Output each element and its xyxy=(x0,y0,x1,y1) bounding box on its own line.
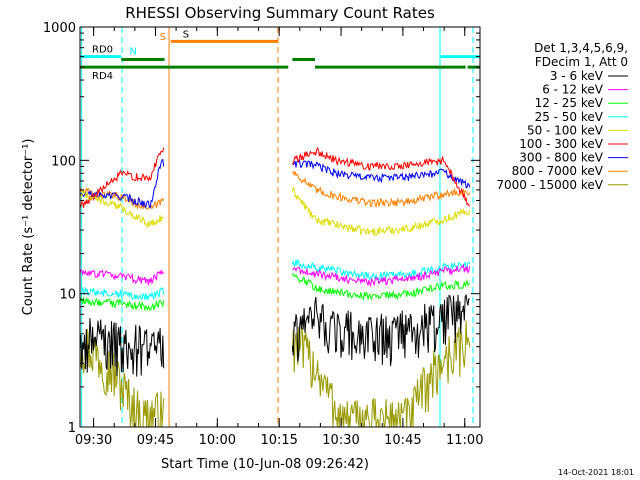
series-trace xyxy=(80,147,165,209)
series-trace xyxy=(291,320,471,427)
series-6-12keV xyxy=(80,263,471,288)
annotation-0: N xyxy=(129,47,136,58)
x-tick-label: 10:30 xyxy=(322,433,359,448)
legend: Det 1,3,4,5,6,9, FDecim 1, Att 0 3 - 6 k… xyxy=(496,41,628,192)
y-tick-label: 1 xyxy=(68,421,76,436)
x-tick-label: 09:45 xyxy=(137,433,174,448)
series-trace xyxy=(291,293,470,366)
series-12-25keV xyxy=(80,272,471,312)
legend-label: 3 - 6 keV xyxy=(550,69,604,83)
state-bar-label: S xyxy=(183,29,189,40)
y-tick-label: 1000 xyxy=(43,21,76,36)
state-bar-label: RD4 xyxy=(92,71,113,82)
x-tick-label: 10:45 xyxy=(384,433,421,448)
annotation-1: S xyxy=(160,32,166,43)
state-bar-label: RD0 xyxy=(92,45,113,56)
legend-label: 7000 - 15000 keV xyxy=(496,178,603,192)
series-trace xyxy=(80,189,165,228)
y-tick-label: 100 xyxy=(51,154,76,169)
series-100-300keV xyxy=(80,146,471,209)
series-trace xyxy=(291,272,471,301)
series-trace xyxy=(80,286,165,301)
series-3-6keV xyxy=(80,293,470,377)
x-tick-label: 11:00 xyxy=(446,433,483,448)
plot-content: RD0 RD4 S N S xyxy=(80,27,480,427)
series-trace xyxy=(292,146,471,207)
x-tick-label: 10:00 xyxy=(199,433,236,448)
x-axis-ticks: 09:30 09:45 10:00 10:15 10:30 10:45 11:00 xyxy=(75,27,483,448)
legend-label: 12 - 25 keV xyxy=(535,96,604,110)
legend-label: 800 - 7000 keV xyxy=(512,164,604,178)
series-50-100keV xyxy=(80,186,471,237)
series-trace xyxy=(292,263,471,288)
series-trace xyxy=(80,318,165,377)
y-axis-label: Count Rate (s⁻¹ detector⁻¹) xyxy=(21,139,36,316)
plot-frame xyxy=(79,26,481,428)
legend-label: 25 - 50 keV xyxy=(535,110,604,124)
legend-label: 50 - 100 keV xyxy=(527,123,604,137)
x-tick-label: 10:15 xyxy=(260,433,297,448)
x-axis-label: Start Time (10-Jun-08 09:26:42) xyxy=(161,457,369,472)
y-axis-ticks: 1 10 100 1000 xyxy=(43,21,480,436)
series-trace xyxy=(292,158,471,189)
legend-label: 100 - 300 keV xyxy=(519,137,603,151)
legend-label: 6 - 12 keV xyxy=(542,83,604,97)
legend-header-line-1: Det 1,3,4,5,6,9, xyxy=(534,41,628,55)
y-tick-label: 10 xyxy=(59,288,76,303)
series-trace xyxy=(80,297,165,312)
x-tick-label: 09:30 xyxy=(75,433,112,448)
footer-date: 14-Oct-2021 18:01 xyxy=(558,468,634,477)
series-trace xyxy=(291,186,471,237)
series-trace xyxy=(80,269,165,286)
series-trace xyxy=(292,170,471,209)
legend-label: 300 - 800 keV xyxy=(519,151,603,165)
chart-title: RHESSI Observing Summary Count Rates xyxy=(125,4,435,22)
legend-header-line-2: FDecim 1, Att 0 xyxy=(535,55,628,69)
